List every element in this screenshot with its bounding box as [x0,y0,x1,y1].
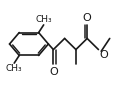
Text: O: O [49,67,58,77]
Text: O: O [99,50,108,60]
Text: CH₃: CH₃ [36,15,53,24]
Text: CH₃: CH₃ [5,64,22,73]
Text: O: O [83,13,92,23]
